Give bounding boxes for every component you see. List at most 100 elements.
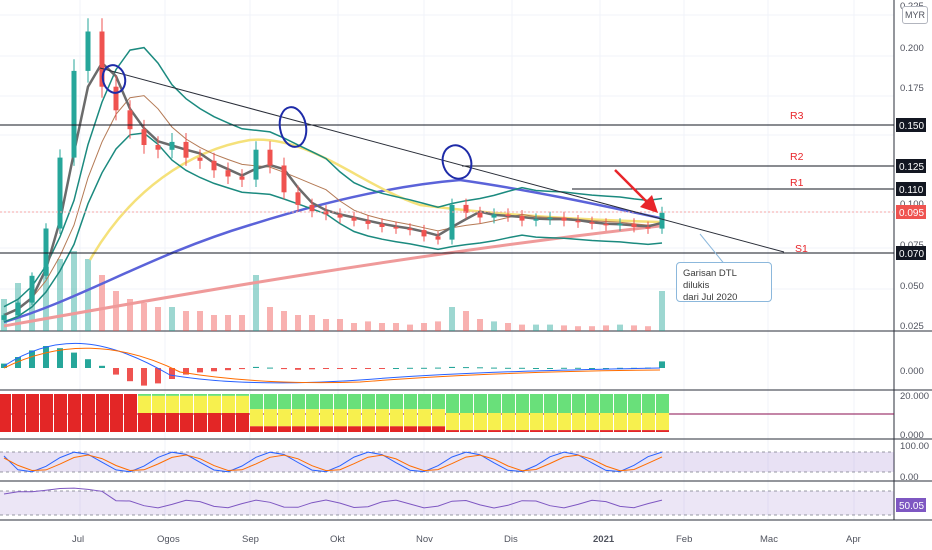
band-green [278, 394, 291, 410]
band-red [488, 430, 501, 432]
band-green [474, 394, 487, 413]
band-red [460, 430, 473, 432]
volume-bar [141, 303, 147, 331]
volume-bar [281, 311, 287, 331]
band-yellow [222, 395, 235, 413]
band-green [334, 394, 347, 410]
candle-body [519, 215, 525, 221]
volume-bar [379, 323, 385, 331]
band-red [236, 413, 249, 432]
band-red [348, 426, 361, 432]
band-red [26, 394, 39, 432]
band-green [404, 394, 417, 410]
band-green [446, 394, 459, 413]
band-yellow [418, 409, 431, 427]
candle-body [1, 315, 7, 320]
band-red [110, 394, 123, 432]
x-tick-nov: Nov [416, 534, 433, 545]
macd-bar [407, 367, 413, 369]
candle-body [225, 170, 231, 177]
band-red [334, 426, 347, 432]
band-yellow [502, 413, 515, 431]
volume-bar [365, 321, 371, 331]
band-yellow [362, 409, 375, 427]
candle-body [505, 214, 511, 216]
circle-mark-sep [278, 106, 308, 148]
x-tick-jul: Jul [72, 534, 84, 545]
candle-body [71, 70, 77, 158]
candle-body [463, 204, 469, 213]
band-red [530, 430, 543, 432]
volume-bar [253, 275, 259, 331]
band-red [54, 394, 67, 432]
candle-body [407, 228, 413, 231]
volume-bar [337, 319, 343, 331]
volume-bar [29, 291, 35, 331]
band-red [544, 430, 557, 432]
stoch-0-tick: 0.00 [900, 472, 919, 483]
r2-label: R2 [790, 151, 804, 163]
annotation-line-1: Garisan DTL dilukis [683, 268, 737, 291]
macd-bar [99, 365, 105, 368]
volume-bar [617, 324, 623, 331]
x-tick-mac: Mac [760, 534, 778, 545]
candle-body [491, 214, 497, 218]
volume-bar [155, 307, 161, 331]
candle-body [29, 275, 35, 303]
band-red [278, 426, 291, 432]
candle-body [113, 86, 119, 111]
candle-body [575, 220, 581, 223]
y-tick-0075: 0.075 [900, 240, 924, 251]
band-green [432, 394, 445, 410]
currency-button[interactable]: MYR [902, 6, 928, 24]
band-green [194, 394, 207, 396]
volume-bar [309, 315, 315, 331]
bands-0-tick: 0.000 [900, 430, 924, 441]
volume-bar [323, 319, 329, 331]
volume-bar [659, 291, 665, 331]
band-green [138, 394, 151, 396]
candle-body [239, 176, 245, 180]
y-axis-indicators: 0.000 20.000 0.000 100.00 0.00 50.05 [896, 366, 929, 512]
volume-bar [169, 307, 175, 331]
band-red [306, 426, 319, 432]
band-yellow [208, 395, 221, 413]
candle-body [211, 160, 217, 171]
candle-body [295, 192, 301, 205]
volume-bar [533, 324, 539, 331]
volume-bar [113, 291, 119, 331]
band-red [124, 394, 137, 432]
band-green [656, 394, 669, 413]
rsi-tag: 50.05 [899, 501, 924, 512]
macd-bar [505, 367, 511, 369]
volume-bar [519, 324, 525, 331]
band-red [82, 394, 95, 432]
band-yellow [390, 409, 403, 427]
band-yellow [432, 409, 445, 427]
stoch-100-tick: 100.00 [900, 441, 929, 452]
band-green [362, 394, 375, 410]
macd-bar [323, 368, 329, 369]
macd-bar [351, 368, 357, 369]
annotation-note: Garisan DTL dilukis dari Jul 2020 [676, 262, 772, 303]
candle-body [309, 204, 315, 212]
volume-bar [225, 315, 231, 331]
candle-body [281, 165, 287, 193]
level-lines [0, 124, 894, 254]
volume-bar [603, 325, 609, 331]
y-tick-0200: 0.200 [900, 43, 924, 54]
band-green [292, 394, 305, 410]
volume-bar [491, 321, 497, 331]
candle-body [337, 214, 343, 218]
band-red [264, 426, 277, 432]
band-green [348, 394, 361, 410]
x-tick-apr: Apr [846, 534, 861, 545]
volume-bar [71, 251, 77, 331]
band-red [390, 426, 403, 432]
candle-body [127, 110, 133, 130]
candle-body [617, 223, 623, 226]
macd-bar [561, 367, 567, 369]
band-yellow [166, 395, 179, 413]
band-red [502, 430, 515, 432]
